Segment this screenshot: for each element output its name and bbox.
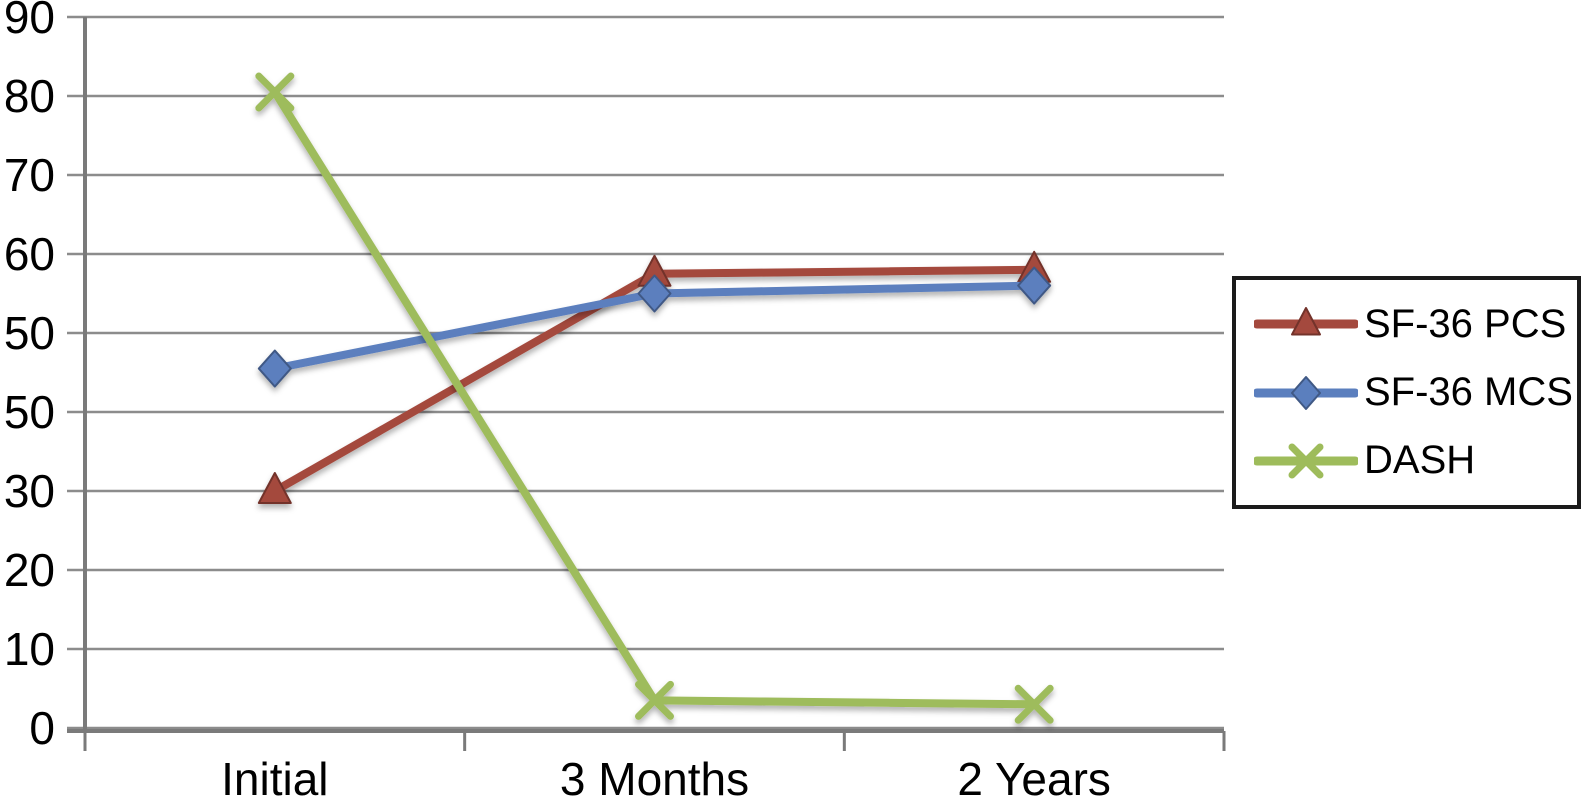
x-marker bbox=[1014, 684, 1054, 724]
y-axis-tick-label: 20 bbox=[4, 544, 55, 596]
legend-label: SF-36 PCS bbox=[1364, 301, 1567, 346]
y-axis-tick-label: 50 bbox=[4, 386, 55, 438]
legend-label: SF-36 MCS bbox=[1364, 370, 1573, 414]
legend-line-diamond-icon bbox=[1254, 375, 1358, 410]
y-axis-tick-label: 60 bbox=[4, 228, 55, 280]
x-marker bbox=[1288, 443, 1324, 479]
y-axis-tick-label: 90 bbox=[4, 0, 55, 43]
diamond-marker bbox=[1017, 266, 1052, 305]
y-axis-tick-label: 80 bbox=[4, 70, 55, 122]
x-axis-category-label: Initial bbox=[221, 753, 328, 805]
series-dash bbox=[255, 72, 1054, 724]
y-axis-tick-label: 30 bbox=[4, 465, 55, 517]
diamond-marker bbox=[637, 274, 672, 313]
legend-item-sf36-mcs: SF-36 MCS bbox=[1254, 369, 1577, 417]
legend: SF-36 PCS SF-36 MCS DASH bbox=[1232, 276, 1581, 509]
legend-line-triangle-icon bbox=[1254, 307, 1358, 336]
diamond-marker bbox=[257, 349, 292, 388]
legend-item-dash: DASH bbox=[1254, 437, 1577, 485]
legend-label: DASH bbox=[1364, 438, 1476, 483]
legend-item-sf36-pcs: SF-36 PCS bbox=[1254, 300, 1577, 348]
triangle-marker bbox=[257, 472, 292, 504]
diamond-marker bbox=[1291, 375, 1321, 410]
x-axis-category-label: 2 Years bbox=[957, 753, 1110, 805]
y-axis-tick-label: 70 bbox=[4, 149, 55, 201]
y-axis-tick-label: 0 bbox=[29, 702, 55, 754]
x-marker bbox=[635, 680, 674, 720]
x-axis-category-label: 3 Months bbox=[560, 753, 749, 805]
legend-line-x-icon bbox=[1254, 443, 1358, 479]
triangle-marker bbox=[1291, 307, 1321, 336]
y-axis-tick-label: 10 bbox=[4, 623, 55, 675]
x-marker bbox=[255, 72, 295, 112]
series-line bbox=[270, 88, 1039, 709]
series-sf-36-mcs bbox=[257, 266, 1052, 388]
y-axis-tick-label: 50 bbox=[4, 307, 55, 359]
